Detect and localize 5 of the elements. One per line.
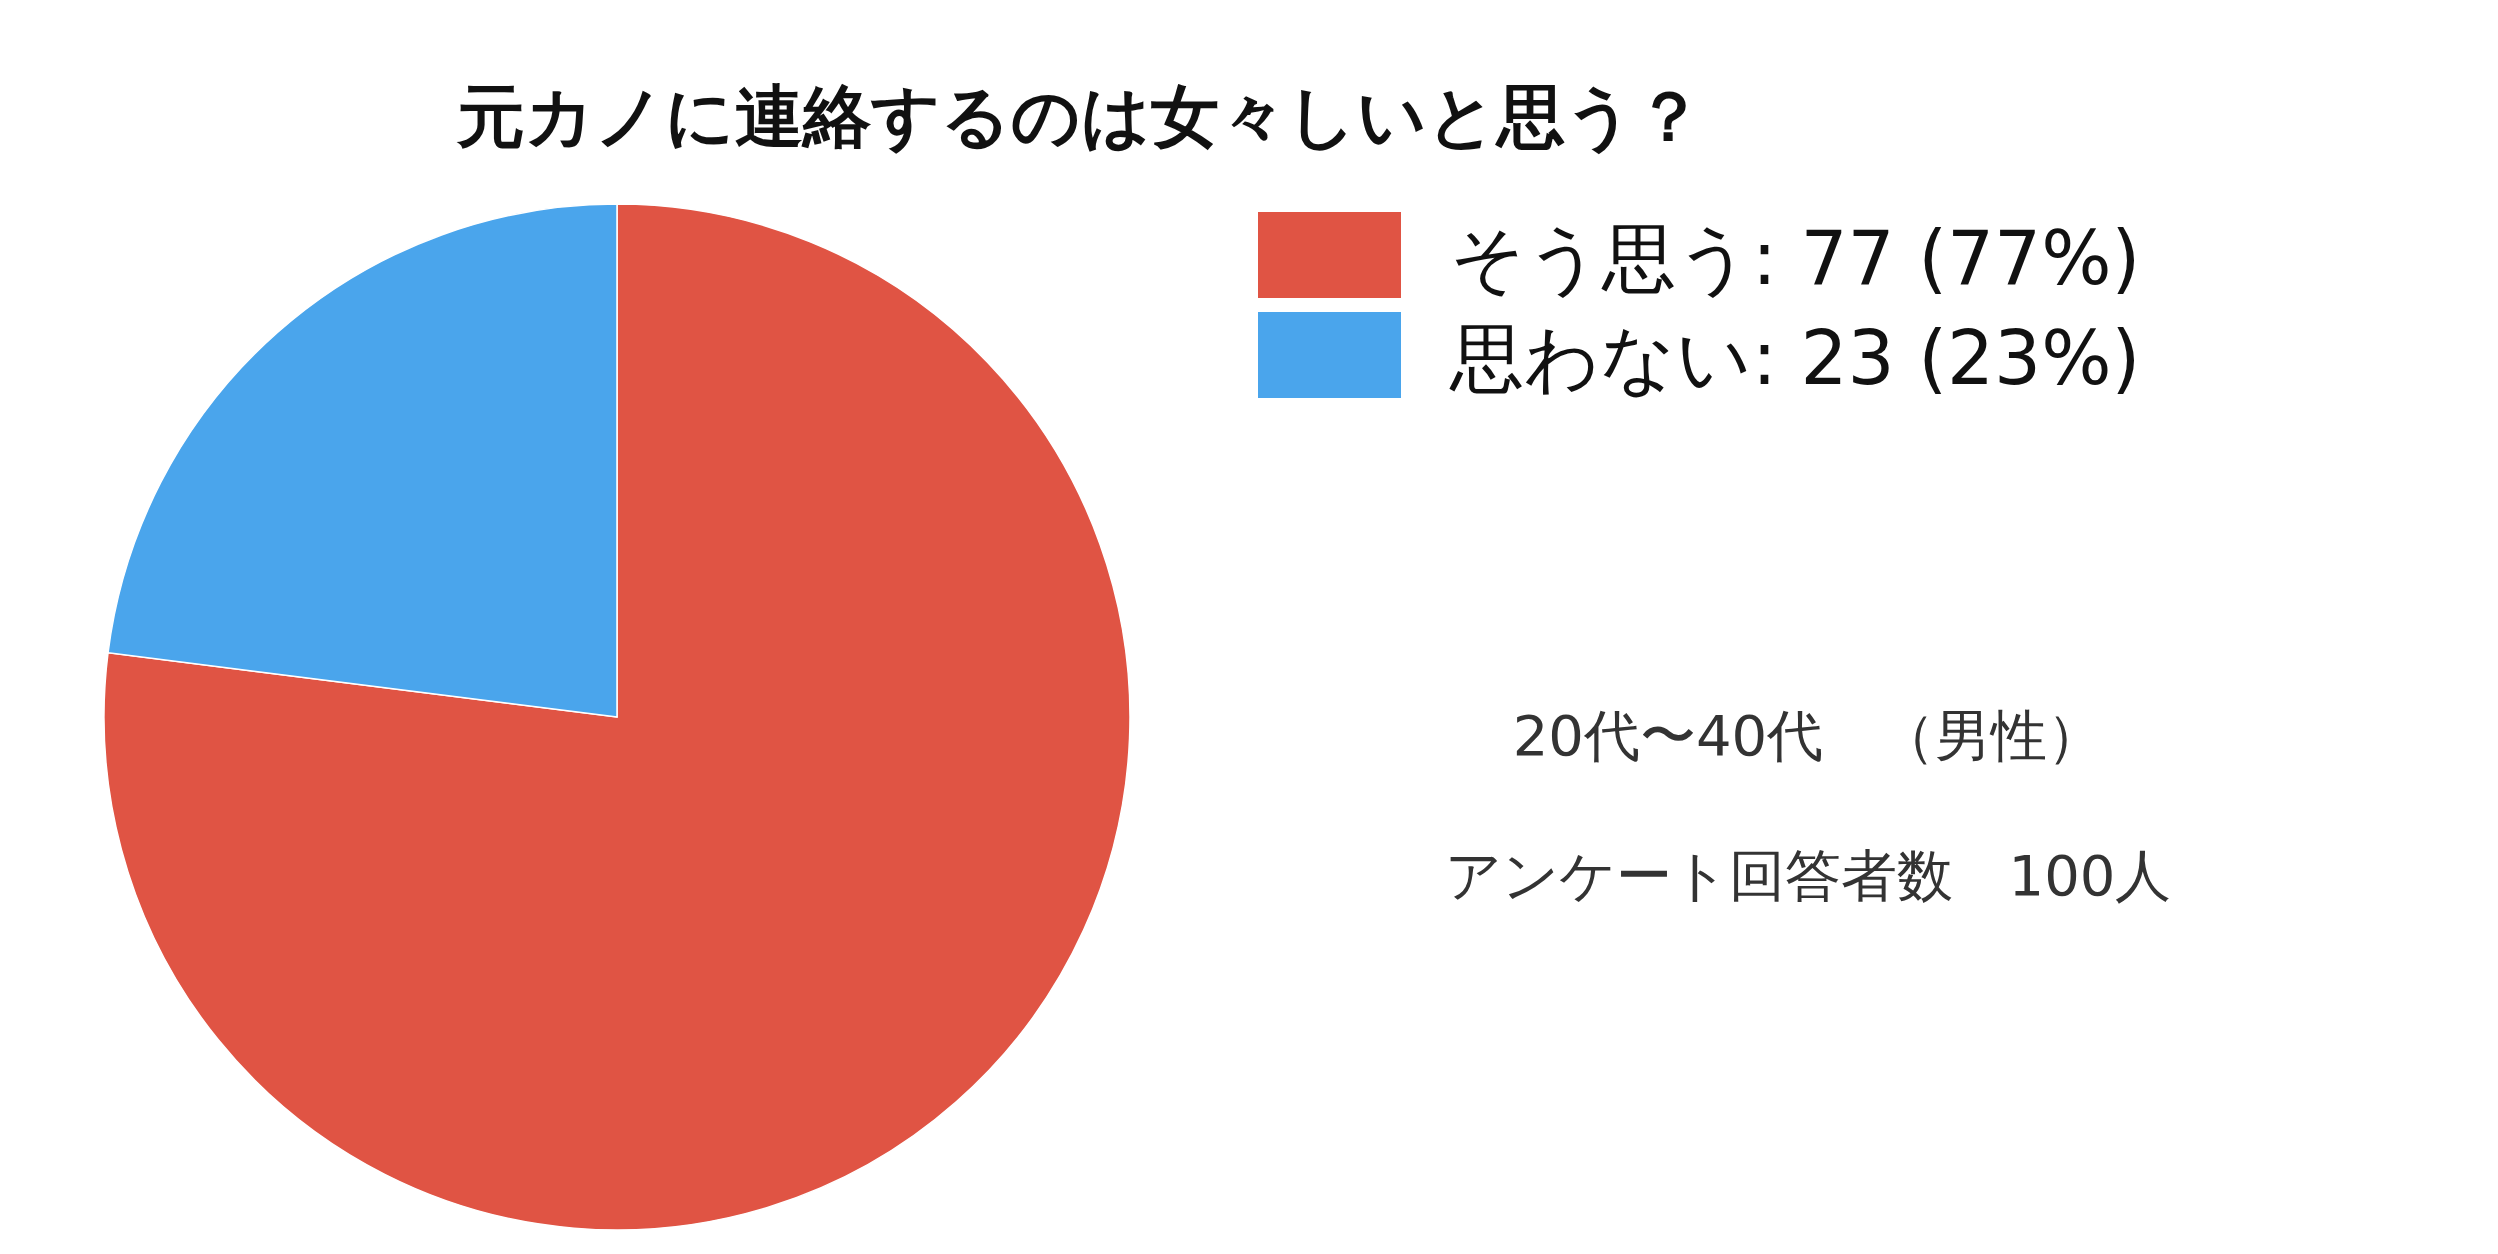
chart-title: 元カノに連絡するのは女々しいと思う？	[456, 77, 1703, 156]
legend-label: 思わない: 23 (23%)	[1449, 315, 2141, 401]
text: アンケート回答者数 100人	[1444, 843, 2172, 908]
legend-label: そう思う: 77 (77%)	[1450, 215, 2141, 301]
text: 20代〜40代 （男性）	[1512, 703, 2104, 768]
